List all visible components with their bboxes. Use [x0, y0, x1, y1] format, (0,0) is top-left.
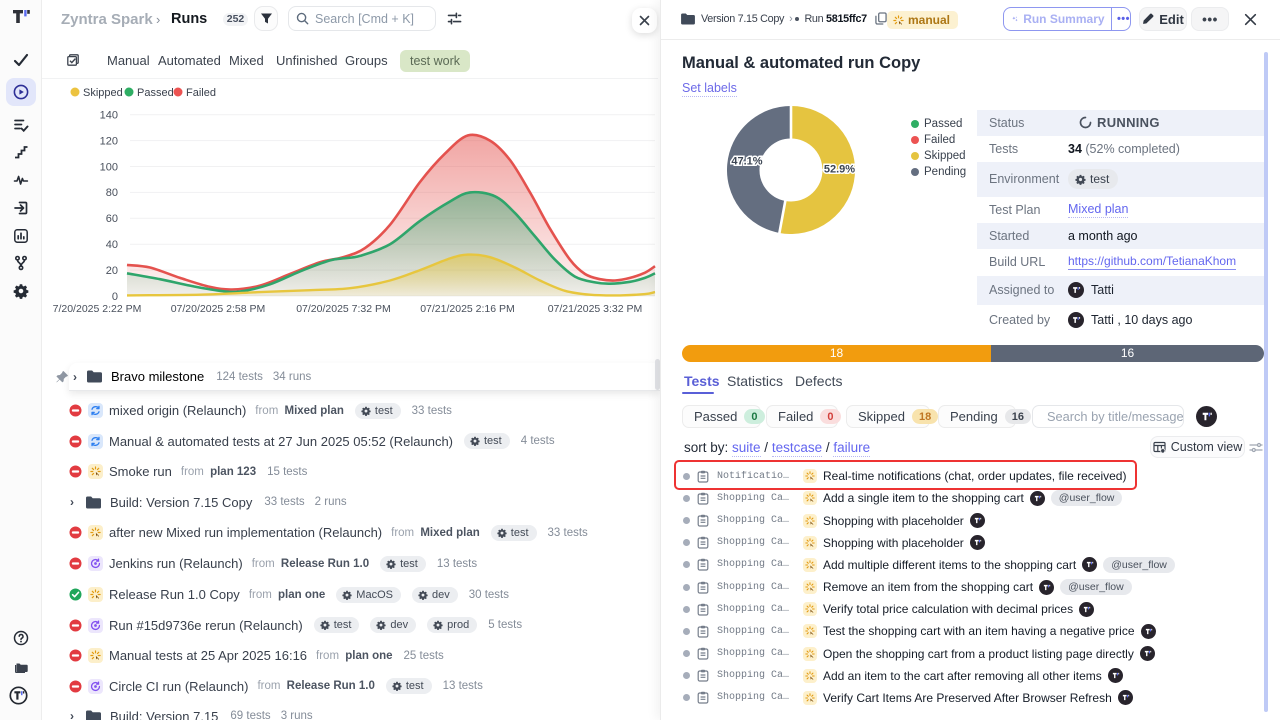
svg-text:52.9%: 52.9% [824, 164, 855, 176]
svg-text:07/21/2025 3:32 PM: 07/21/2025 3:32 PM [548, 303, 643, 315]
svg-text:40: 40 [106, 239, 118, 251]
svg-text:47.1%: 47.1% [731, 156, 762, 168]
svg-text:07/20/2025 7:32 PM: 07/20/2025 7:32 PM [296, 303, 391, 315]
svg-text:120: 120 [100, 135, 118, 147]
svg-text:80: 80 [106, 187, 118, 199]
svg-text:Failed: Failed [186, 87, 216, 99]
svg-text:100: 100 [100, 161, 118, 173]
svg-text:Passed: Passed [137, 87, 174, 99]
svg-text:07/20/2025 2:58 PM: 07/20/2025 2:58 PM [171, 303, 266, 315]
svg-text:07/21/2025 2:16 PM: 07/21/2025 2:16 PM [420, 303, 515, 315]
svg-text:20: 20 [106, 265, 118, 277]
svg-text:7/20/2025 2:22 PM: 7/20/2025 2:22 PM [53, 303, 142, 315]
svg-text:0: 0 [112, 291, 118, 303]
svg-text:60: 60 [106, 213, 118, 225]
svg-text:Skipped: Skipped [83, 87, 123, 99]
svg-text:140: 140 [100, 110, 118, 122]
